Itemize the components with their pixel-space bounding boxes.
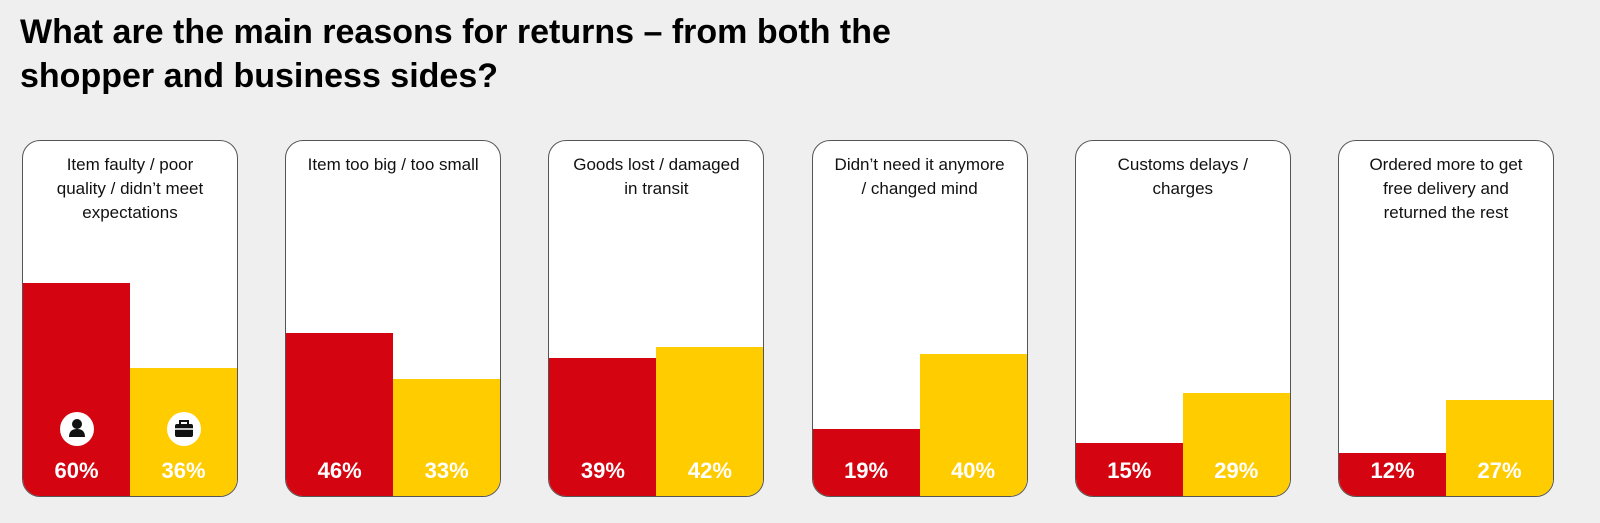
bar: 39% <box>549 357 657 496</box>
bar: 46% <box>286 332 394 496</box>
category-label: Item too big / too small <box>307 155 479 174</box>
value-label: 27% <box>1477 458 1522 483</box>
panel: Ordered more to get free delivery and re… <box>1338 140 1554 497</box>
value-label: 40% <box>951 458 996 483</box>
bar: 40% <box>919 354 1027 496</box>
value-label: 39% <box>580 458 625 483</box>
chart-title: What are the main reasons for returns – … <box>20 13 891 95</box>
category-label: Didn’t need it anymore / changed mind <box>834 155 1005 198</box>
bar: 33% <box>393 378 501 496</box>
bar: 29% <box>1182 393 1290 496</box>
panel: Item faulty / poor quality / didn’t meet… <box>22 140 238 497</box>
bar: 19% <box>812 428 920 496</box>
category-label: Ordered more to get free delivery and re… <box>1369 155 1523 222</box>
bar: 27% <box>1446 400 1553 496</box>
bar: 15% <box>1075 442 1183 496</box>
value-label: 60% <box>54 458 99 483</box>
bar: 60% <box>23 283 130 496</box>
category-label: Goods lost / damaged in transit <box>573 155 740 198</box>
value-label: 15% <box>1107 458 1152 483</box>
bar: 42% <box>656 346 764 496</box>
panel: Goods lost / damaged in transit 39% 42% <box>548 140 765 497</box>
value-label: 33% <box>424 458 469 483</box>
value-label: 36% <box>161 458 206 483</box>
bar: 36% <box>130 368 237 496</box>
panel: Didn’t need it anymore / changed mind 19%… <box>811 140 1028 497</box>
shopper-icon <box>59 412 94 446</box>
value-label: 46% <box>317 458 362 483</box>
bar: 12% <box>1339 453 1446 496</box>
value-label: 19% <box>844 458 889 483</box>
panel: Customs delays / charges 15% 29% <box>1074 140 1291 497</box>
business-icon <box>166 412 201 446</box>
category-label: Item faulty / poor quality / didn’t meet… <box>56 155 204 222</box>
value-label: 29% <box>1214 458 1259 483</box>
panel: Item too big / too small 46% 33% <box>285 140 502 497</box>
category-label: Customs delays / charges <box>1117 155 1248 198</box>
value-label: 12% <box>1370 458 1415 483</box>
value-label: 42% <box>687 458 732 483</box>
